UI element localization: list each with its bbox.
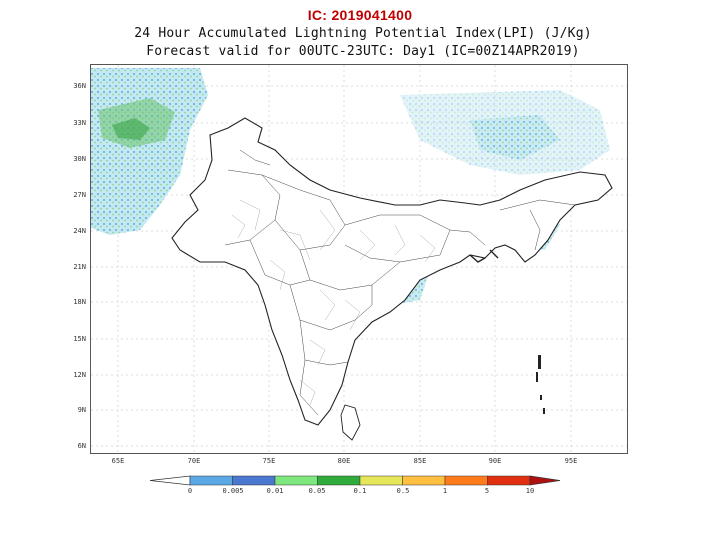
legend-swatch	[317, 475, 361, 486]
legend-label: 10	[525, 487, 535, 495]
lat-tick: 15N	[73, 335, 86, 343]
map-title: 24 Hour Accumulated Lightning Potential …	[134, 26, 592, 41]
legend-swatch	[232, 475, 276, 486]
lon-tick: 75E	[262, 457, 276, 465]
lat-tick: 21N	[73, 263, 86, 271]
lat-tick: 27N	[73, 191, 86, 199]
legend-label: 0.5	[396, 487, 410, 495]
lat-tick: 33N	[73, 119, 86, 127]
legend-swatch	[529, 475, 561, 486]
legend-label: 5	[484, 487, 490, 495]
lat-tick: 12N	[73, 371, 86, 379]
bangladesh-coast	[469, 249, 499, 263]
district-boundaries	[231, 199, 436, 406]
lpi-field-tibet	[400, 90, 610, 175]
andaman-islands	[536, 355, 545, 414]
legend-swatch	[402, 475, 446, 486]
legend-swatch	[487, 475, 531, 486]
legend-swatch	[444, 475, 488, 486]
ic-label: IC: 2019041400	[307, 7, 413, 23]
lpi-field-northwest	[91, 68, 208, 235]
lat-tick: 18N	[73, 298, 86, 306]
legend-label: 1	[442, 487, 448, 495]
lat-tick: 9N	[77, 406, 86, 414]
lat-tick: 24N	[73, 227, 86, 235]
lon-tick: 80E	[337, 457, 351, 465]
lon-tick: 90E	[488, 457, 502, 465]
lat-tick: 30N	[73, 155, 86, 163]
sri-lanka-outline	[340, 404, 361, 441]
lat-tick: 6N	[77, 442, 86, 450]
lat-tick: 36N	[73, 82, 86, 90]
map-subtitle: Forecast valid for 00UTC-23UTC: Day1 (IC…	[146, 44, 580, 59]
legend-label: 0.01	[266, 487, 284, 495]
lon-tick: 85E	[413, 457, 427, 465]
lon-tick: 65E	[111, 457, 125, 465]
legend-label: 0.005	[222, 487, 244, 495]
legend-swatch	[189, 475, 233, 486]
legend-swatch	[149, 475, 191, 486]
legend-swatch	[359, 475, 403, 486]
legend-swatch	[274, 475, 318, 486]
legend-label: 0	[187, 487, 193, 495]
legend-label: 0.1	[353, 487, 367, 495]
lon-tick: 95E	[564, 457, 578, 465]
state-boundaries	[224, 149, 576, 416]
lon-tick: 70E	[187, 457, 201, 465]
legend-label: 0.05	[308, 487, 326, 495]
